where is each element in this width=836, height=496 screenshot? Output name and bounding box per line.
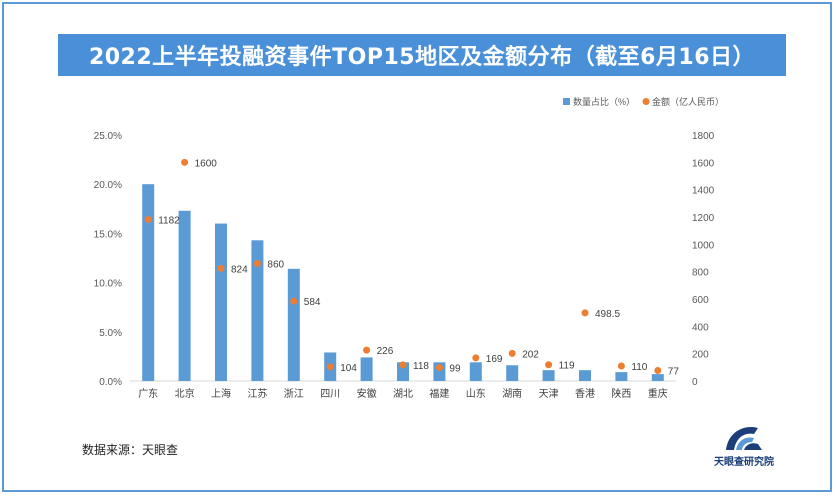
amount-point <box>435 363 443 371</box>
y-right-tick-label: 1400 <box>692 186 715 197</box>
y-right-tick-label: 600 <box>692 295 709 306</box>
x-tick-label: 安徽 <box>357 387 377 400</box>
bar <box>287 268 300 381</box>
amount-data-label: 202 <box>522 349 539 360</box>
amount-point <box>290 297 298 305</box>
y-left-tick-label: 5.0% <box>99 328 122 339</box>
y-right-tick-label: 1600 <box>692 158 715 169</box>
x-tick-label: 香港 <box>575 388 595 400</box>
y-left-tick-label: 20.0% <box>94 180 122 191</box>
x-tick-label: 浙江 <box>284 388 304 400</box>
y-right-tick-label: 1800 <box>692 131 715 142</box>
x-tick-label: 江苏 <box>247 387 267 400</box>
amount-point <box>617 362 625 370</box>
bar <box>506 365 519 381</box>
bar <box>615 372 628 381</box>
amount-data-label: 119 <box>559 361 575 372</box>
title-banner: 2022上半年投融资事件TOP15地区及金额分布（截至6月16日） <box>58 34 786 76</box>
amount-data-label: 1182 <box>158 215 180 226</box>
amount-data-label: 118 <box>413 361 429 372</box>
x-tick-label: 湖南 <box>502 387 522 400</box>
amount-data-label: 1600 <box>195 158 218 169</box>
bar <box>251 240 264 381</box>
y-right-tick-label: 800 <box>692 268 709 279</box>
bar <box>542 370 555 381</box>
chart-title: 2022上半年投融资事件TOP15地区及金额分布（截至6月16日） <box>88 45 756 70</box>
legend-dot-swatch <box>642 98 650 105</box>
x-tick-label: 福建 <box>429 387 449 400</box>
legend-bar-swatch <box>563 98 570 105</box>
bar <box>178 210 191 381</box>
y-left-tick-label: 0.0% <box>99 377 122 388</box>
amount-data-label: 824 <box>231 264 248 275</box>
amount-point <box>545 361 553 369</box>
amount-point <box>181 158 189 166</box>
y-left-tick-label: 10.0% <box>94 279 122 290</box>
y-right-tick-label: 0 <box>692 377 698 388</box>
bar <box>142 184 155 381</box>
x-tick-label: 重庆 <box>648 387 668 400</box>
x-tick-label: 湖北 <box>393 388 413 400</box>
bar <box>215 223 227 381</box>
legend-dot-label: 金额（亿人民币） <box>652 96 724 107</box>
tianyancha-logo: 天眼查研究院 <box>704 420 784 470</box>
x-tick-label: 四川 <box>320 389 340 400</box>
x-tick-label: 天津 <box>539 388 559 400</box>
amount-point <box>581 309 589 317</box>
amount-data-label: 169 <box>486 354 503 365</box>
bar <box>360 357 373 381</box>
bar <box>579 370 591 381</box>
y-right-tick-label: 400 <box>692 322 709 333</box>
amount-point <box>363 346 371 354</box>
y-right-tick-label: 1000 <box>692 240 715 251</box>
x-tick-label: 上海 <box>211 387 231 400</box>
amount-point <box>508 349 516 357</box>
amount-data-label: 77 <box>668 366 680 377</box>
x-tick-label: 陕西 <box>611 387 631 400</box>
amount-point <box>144 215 152 223</box>
amount-data-label: 584 <box>304 297 321 308</box>
y-left-tick-label: 15.0% <box>94 229 122 240</box>
y-left-tick-label: 25.0% <box>94 131 122 142</box>
x-tick-label: 山东 <box>466 387 486 400</box>
logo-text: 天眼查研究院 <box>714 457 774 468</box>
y-right-tick-label: 1200 <box>692 213 715 224</box>
legend-bar-label: 数量占比（%） <box>573 96 635 107</box>
amount-data-label: 226 <box>377 346 394 357</box>
bar <box>469 362 482 381</box>
y-right-tick-label: 200 <box>692 350 709 361</box>
amount-point <box>217 264 225 272</box>
amount-data-label: 99 <box>449 363 461 374</box>
amount-point <box>399 361 407 369</box>
amount-point <box>253 259 261 267</box>
amount-point <box>472 354 480 362</box>
amount-point <box>326 363 334 371</box>
bar <box>397 362 409 381</box>
data-source: 数据来源：天眼查 <box>82 443 179 457</box>
amount-data-label: 498.5 <box>595 309 620 320</box>
amount-data-label: 110 <box>631 362 647 373</box>
bar <box>651 374 664 381</box>
amount-point <box>654 366 662 374</box>
amount-data-label: 104 <box>340 363 357 374</box>
x-tick-label: 北京 <box>175 387 195 400</box>
x-tick-label: 广东 <box>138 387 158 400</box>
logo-mark-icon <box>726 426 762 450</box>
amount-data-label: 860 <box>267 259 284 270</box>
